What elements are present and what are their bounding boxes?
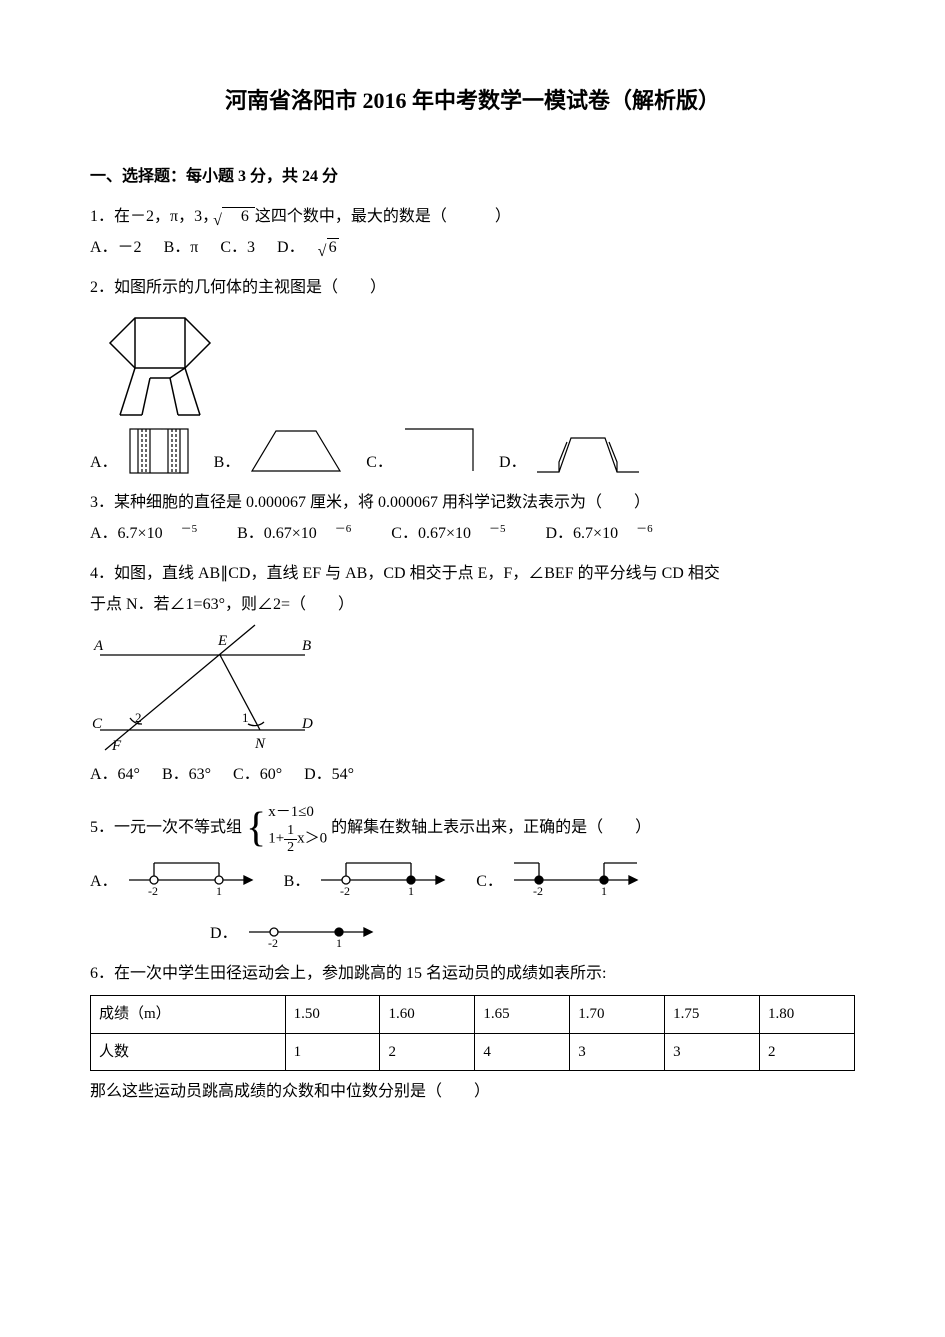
q2-opt-a: A． — [90, 423, 194, 478]
q2-label-b: B． — [214, 448, 241, 478]
q2-opt-d: D． — [499, 428, 643, 478]
q5-sys1: x－1≤0 — [268, 801, 327, 824]
q5d-t2: 1 — [336, 936, 342, 949]
q4-opt-a: A．64° — [90, 766, 140, 783]
q3-options: A．6.7×10－5 B．0.67×10－6 C．0.67×10－5 D．6.7… — [90, 519, 855, 550]
q1-text-a: 1．在－2，π，3， — [90, 208, 218, 225]
cell: 1 — [285, 1033, 380, 1071]
q6-table: 成绩（m） 1.50 1.60 1.65 1.70 1.75 1.80 人数 1… — [90, 995, 855, 1071]
cell: 1.65 — [475, 996, 570, 1034]
q3-opt-b: B．0.67×10－6 — [237, 525, 369, 542]
cell: 1.60 — [380, 996, 475, 1034]
question-4-line1: 4．如图，直线 AB∥CD，直线 EF 与 AB，CD 相交于点 E，F，∠BE… — [90, 559, 855, 589]
q3-opt-d: D．6.7×10－6 — [546, 525, 671, 542]
cell: 成绩（m） — [91, 996, 286, 1034]
q5-label-b: B． — [284, 867, 311, 897]
q5-label-d: D． — [210, 919, 238, 949]
q2-label-d: D． — [499, 448, 527, 478]
q5c-t2: 1 — [601, 884, 607, 897]
q5-pre: 5．一元一次不等式组 — [90, 818, 242, 835]
q5-system: { x－1≤0 1+12x＞0 — [246, 801, 327, 855]
q1-opt-b: B．π — [164, 239, 199, 256]
q2-opt-c: C． — [366, 423, 479, 478]
question-4-line2: 于点 N．若∠1=63°，则∠2=（ ） — [90, 590, 855, 620]
cell: 2 — [380, 1033, 475, 1071]
q4-lbl-B: B — [302, 638, 311, 654]
q4-ang1: 1 — [242, 710, 249, 725]
table-row: 人数 1 2 4 3 3 2 — [91, 1033, 855, 1071]
q4-lbl-C: C — [92, 716, 103, 732]
q4-figure: A B E C D F N 1 2 — [90, 620, 855, 760]
question-6: 6．在一次中学生田径运动会上，参加跳高的 15 名运动员的成绩如表所示: — [90, 959, 855, 989]
q1-text-c: ） — [495, 208, 511, 225]
q2-label-a: A． — [90, 448, 118, 478]
q4-lbl-D: D — [301, 716, 313, 732]
cell: 1.50 — [285, 996, 380, 1034]
q5-post: 的解集在数轴上表示出来，正确的是（ ） — [331, 818, 651, 835]
q1-sqrt6: √ √66 — [222, 207, 255, 225]
q3-opt-a: A．6.7×10－5 — [90, 525, 215, 542]
question-5: 5．一元一次不等式组 { x－1≤0 1+12x＞0 的解集在数轴上表示出来，正… — [90, 801, 855, 855]
cell: 2 — [760, 1033, 855, 1071]
q1-opt-a: A．－2 — [90, 239, 142, 256]
q5-sys2: 1+12x＞0 — [268, 823, 327, 855]
q3-opt-c: C．0.67×10－5 — [391, 525, 523, 542]
cell: 4 — [475, 1033, 570, 1071]
q1-opt-c: C．3 — [220, 239, 255, 256]
cell: 3 — [570, 1033, 665, 1071]
q2-options: A． B． C． — [90, 423, 855, 478]
q4-options: A．64° B．63° C．60° D．54° — [90, 760, 855, 790]
cell: 1.80 — [760, 996, 855, 1034]
q5d-t1: -2 — [268, 936, 278, 949]
q5a-t2: 1 — [216, 884, 222, 897]
question-3: 3．某种细胞的直径是 0.000067 厘米，将 0.000067 用科学记数法… — [90, 488, 855, 518]
q5b-t2: 1 — [408, 884, 414, 897]
q2-figure — [90, 303, 855, 423]
q2-opt-b: B． — [214, 423, 347, 478]
q4-opt-b: B．63° — [162, 766, 211, 783]
q5-opt-a: A． -2 1 — [90, 855, 264, 897]
q5c-t1: -2 — [533, 884, 543, 897]
q4-opt-d: D．54° — [304, 766, 354, 783]
q4-lbl-E: E — [217, 633, 227, 649]
section-1-header: 一、选择题：每小题 3 分，共 24 分 — [90, 162, 855, 192]
q1-opt-d: D． √6 — [277, 239, 357, 256]
q4-opt-c: C．60° — [233, 766, 282, 783]
q1-options: A．－2 B．π C．3 D． √6 — [90, 233, 855, 263]
q6-after: 那么这些运动员跳高成绩的众数和中位数分别是（ ） — [90, 1077, 855, 1107]
q5-options: A． -2 1 B． — [90, 855, 855, 949]
q5-opt-d: D． -2 1 — [210, 907, 384, 949]
cell: 3 — [665, 1033, 760, 1071]
q5-label-a: A． — [90, 867, 118, 897]
q4-lbl-A: A — [93, 638, 104, 654]
q5-opt-c: C． -2 1 — [476, 855, 649, 897]
q4-lbl-N: N — [254, 736, 266, 752]
page-title: 河南省洛阳市 2016 年中考数学一模试卷（解析版） — [90, 80, 855, 122]
q4-ang2: 2 — [135, 710, 142, 725]
cell: 人数 — [91, 1033, 286, 1071]
q1-text-b: 这四个数中，最大的数是（ — [255, 208, 447, 225]
table-row: 成绩（m） 1.50 1.60 1.65 1.70 1.75 1.80 — [91, 996, 855, 1034]
q5-label-c: C． — [476, 867, 503, 897]
q5-opt-b: B． -2 1 — [284, 855, 457, 897]
question-2: 2．如图所示的几何体的主视图是（ ） — [90, 273, 855, 303]
q5a-t1: -2 — [148, 884, 158, 897]
cell: 1.75 — [665, 996, 760, 1034]
q5b-t1: -2 — [340, 884, 350, 897]
question-1: 1．在－2，π，3， √ √66 这四个数中，最大的数是（ ） — [90, 202, 855, 232]
cell: 1.70 — [570, 996, 665, 1034]
q2-label-c: C． — [366, 448, 393, 478]
q4-lbl-F: F — [111, 738, 122, 754]
